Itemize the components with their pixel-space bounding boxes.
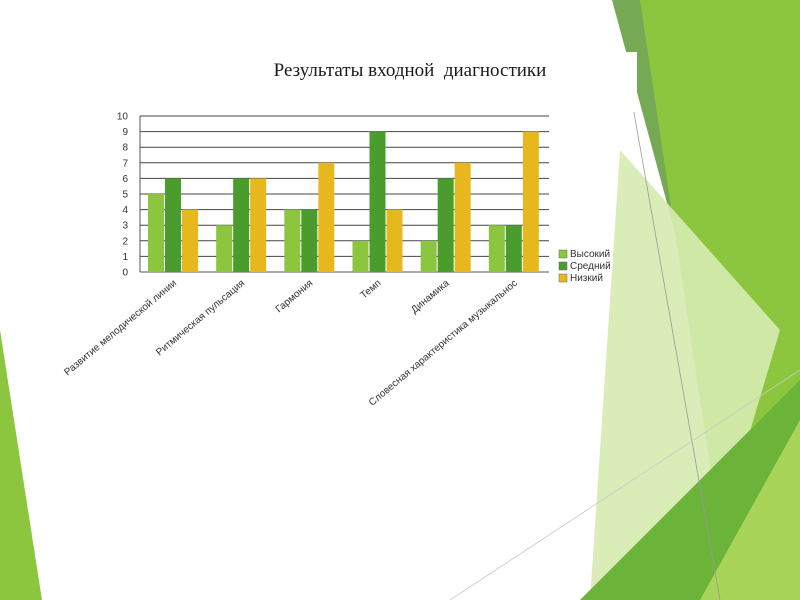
chart-title: Результаты входной диагностики <box>273 60 547 81</box>
legend-label: Высокий <box>570 249 610 260</box>
bar <box>284 209 301 272</box>
category-label: Темп <box>358 278 383 301</box>
bottom-right-light-shape <box>700 420 800 600</box>
bar <box>148 194 164 272</box>
bar <box>182 209 198 272</box>
left-green-strip <box>0 330 42 600</box>
legend-label: Низкий <box>570 273 603 284</box>
bar <box>233 178 250 272</box>
legend-swatch <box>558 249 568 259</box>
y-tick-label: 1 <box>122 252 128 263</box>
deco-thin-line-2 <box>449 369 800 600</box>
bar <box>505 225 522 272</box>
y-tick-label: 7 <box>122 158 128 169</box>
bar <box>352 240 369 272</box>
legend-swatch <box>558 261 568 271</box>
bar <box>318 162 335 272</box>
bar <box>165 178 181 272</box>
bar <box>301 209 318 272</box>
bar <box>386 209 403 272</box>
bar <box>454 162 471 272</box>
y-tick-label: 10 <box>117 112 129 123</box>
y-tick-label: 5 <box>122 190 128 201</box>
y-tick-label: 6 <box>122 174 128 185</box>
y-tick-label: 8 <box>122 143 128 154</box>
y-tick-label: 0 <box>122 268 128 279</box>
deco-thin-line <box>629 89 721 600</box>
bar <box>437 178 454 272</box>
category-label: Динамика <box>409 278 452 316</box>
y-tick-label: 2 <box>122 236 128 247</box>
y-tick-label: 9 <box>122 127 128 138</box>
category-label: Развитие мелодической линии <box>62 278 179 378</box>
category-label: Гармония <box>274 278 315 315</box>
legend-swatch <box>558 273 568 283</box>
bar <box>369 131 386 272</box>
y-tick-label: 4 <box>122 205 128 216</box>
legend-label: Средний <box>570 261 611 272</box>
bar <box>522 131 539 272</box>
category-label: Словесная характеристика музыкальнос <box>367 278 520 409</box>
bar <box>216 225 233 272</box>
y-tick-label: 3 <box>122 221 128 232</box>
bar <box>250 178 267 272</box>
title-backdrop <box>615 52 637 112</box>
bar <box>420 240 437 272</box>
bar <box>488 225 505 272</box>
